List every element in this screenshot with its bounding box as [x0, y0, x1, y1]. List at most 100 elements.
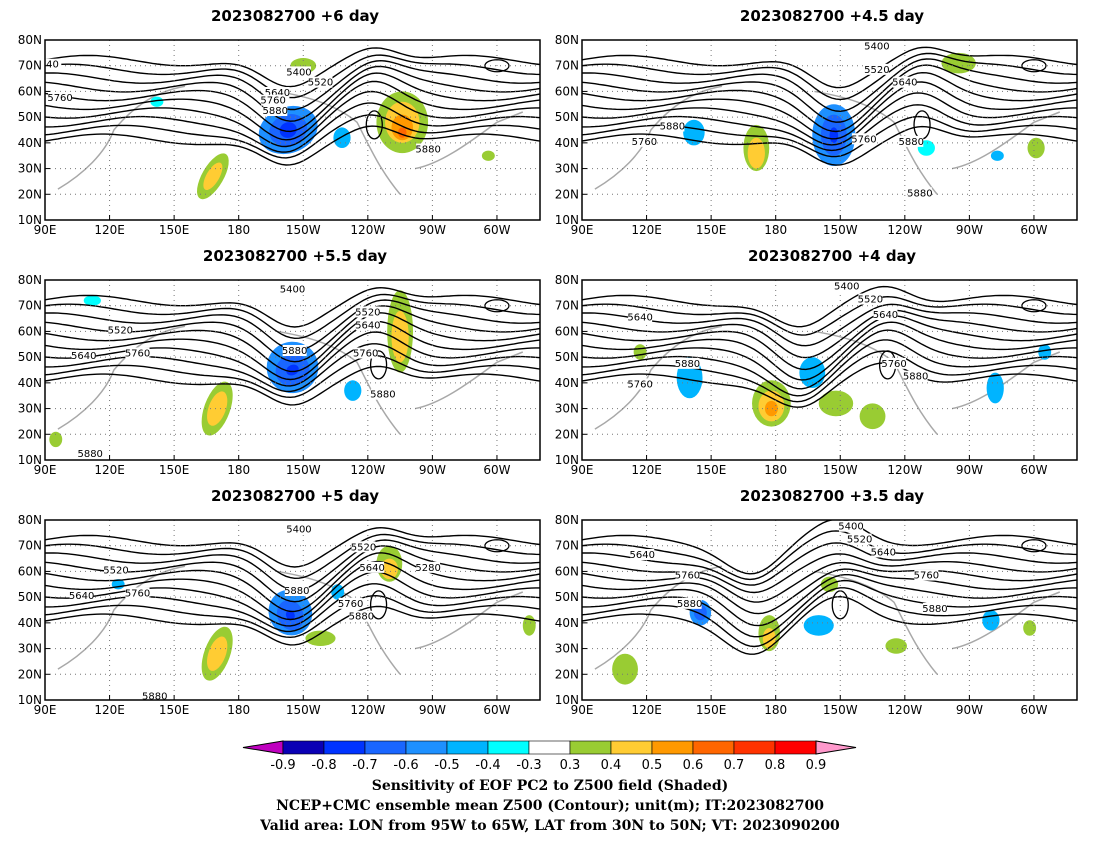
- contour-label-bg: [416, 143, 441, 155]
- lat-tick-label: 40N: [18, 136, 42, 150]
- lat-tick-label: 10N: [555, 453, 579, 467]
- colorbar-box: [323, 740, 366, 755]
- colorbar-label: -0.3: [516, 758, 541, 773]
- contour-label: 5640: [892, 78, 917, 89]
- lon-tick-label: 150W: [286, 463, 321, 477]
- colorbar-box: [651, 740, 694, 755]
- contour-label-bg: [78, 447, 103, 459]
- sensitivity-shading: [859, 403, 886, 430]
- contour-label-bg: [416, 561, 441, 573]
- contour-label: 5880: [899, 137, 924, 148]
- contour-label-bg: [628, 378, 653, 390]
- sensitivity-shading: [391, 310, 409, 363]
- contour-label: 5640: [359, 563, 384, 574]
- map-frame: [44, 39, 541, 221]
- lat-tick-label: 20N: [555, 427, 579, 441]
- lon-tick-label: 150E: [159, 703, 190, 717]
- lat-tick-label: 70N: [18, 59, 42, 73]
- z500-closed-contour: [369, 590, 388, 620]
- lon-tick-label: 120W: [887, 703, 922, 717]
- contour-label: 5640: [69, 591, 94, 602]
- z500-contour: [582, 64, 1077, 123]
- lat-tick-label: 50N: [18, 110, 42, 124]
- z500-contour: [582, 92, 1077, 146]
- sensitivity-shading: [344, 380, 362, 401]
- lon-tick-label: 120W: [887, 223, 922, 237]
- contour-label: 5400: [286, 67, 311, 78]
- contour-label: 5880: [282, 346, 307, 357]
- lat-tick-label: 80N: [18, 33, 42, 47]
- contour-label-bg: [71, 350, 96, 362]
- lat-tick-label: 10N: [555, 693, 579, 707]
- contour-label: 5520: [355, 307, 380, 318]
- colorbar-label: -0.8: [311, 758, 336, 773]
- contour-label: 5400: [280, 284, 305, 295]
- caption-line-2: NCEP+CMC ensemble mean Z500 (Contour); u…: [276, 798, 824, 814]
- z500-contour: [45, 320, 540, 381]
- lat-tick-label: 50N: [18, 350, 42, 364]
- colorbar-label: 0.6: [683, 758, 704, 773]
- lon-tick-label: 180: [227, 223, 250, 237]
- contour-label: 5760: [851, 134, 876, 145]
- lon-tick-label: 90E: [34, 223, 57, 237]
- sensitivity-shading: [285, 610, 295, 621]
- sensitivity-shading: [990, 150, 1004, 161]
- z500-closed-contour: [1021, 299, 1047, 313]
- lon-tick-label: 60W: [483, 463, 510, 477]
- lat-tick-label: 40N: [18, 616, 42, 630]
- z500-contour: [45, 114, 540, 159]
- lat-tick-label: 30N: [18, 162, 42, 176]
- colorbar-arrow-right: [815, 740, 857, 755]
- lon-tick-label: 150W: [286, 223, 321, 237]
- contour-label-bg: [632, 135, 657, 147]
- lat-tick-label: 10N: [18, 693, 42, 707]
- sensitivity-shading: [203, 162, 223, 191]
- panel-title-4: 2023082700 +4 day: [748, 247, 916, 265]
- lat-tick-label: 20N: [18, 187, 42, 201]
- lon-tick-label: 150W: [823, 223, 858, 237]
- map-panel-3: 5400 5520 5520 5640 5640 5760 5880 5760 5880 5880…: [18, 273, 541, 477]
- z500-contour: [582, 574, 1077, 627]
- sensitivity-shading: [83, 295, 101, 306]
- z500-contour: [582, 568, 1077, 615]
- z500-contour: [582, 81, 1077, 140]
- contour-label-bg: [308, 76, 333, 88]
- colorbar-label: -0.6: [393, 758, 418, 773]
- z500-closed-contour: [1021, 539, 1047, 553]
- z500-contour: [582, 362, 1077, 408]
- z500-contour: [45, 47, 540, 88]
- contour-label: 5400: [834, 282, 859, 293]
- contour-label-bg: [858, 293, 883, 305]
- lon-tick-label: 150E: [159, 463, 190, 477]
- contour-label-bg: [847, 533, 872, 545]
- contour-label: 5640: [627, 313, 652, 324]
- contour-label: 5760: [914, 571, 939, 582]
- lat-tick-label: 80N: [555, 33, 579, 47]
- lon-tick-label: 120E: [94, 463, 125, 477]
- colorbar-label: 0.9: [806, 758, 827, 773]
- contour-label-bg: [351, 541, 376, 553]
- lon-tick-label: 150E: [159, 223, 190, 237]
- lon-tick-label: 120E: [631, 223, 662, 237]
- z500-contour: [582, 309, 1077, 359]
- z500-contour: [582, 350, 1077, 403]
- contour-label: 5760: [627, 379, 652, 390]
- contour-label-bg: [355, 306, 380, 318]
- z500-contour: [45, 533, 540, 580]
- contour-label: 5280: [415, 563, 440, 574]
- lat-tick-label: 20N: [555, 187, 579, 201]
- z500-contour: [582, 595, 1077, 655]
- lon-tick-label: 120E: [631, 703, 662, 717]
- z500-contour: [582, 125, 1077, 166]
- contour-label: 5880: [675, 359, 700, 370]
- lon-tick-label: 90E: [34, 703, 57, 717]
- sensitivity-shading: [1027, 137, 1045, 159]
- map-frame: [581, 279, 1078, 461]
- sensitivity-shading: [803, 615, 834, 636]
- lat-tick-label: 10N: [18, 453, 42, 467]
- panel-title-6: 2023082700 +3.5 day: [739, 487, 925, 505]
- z500-closed-contour: [365, 110, 383, 140]
- lat-tick-label: 80N: [555, 513, 579, 527]
- lat-tick-label: 60N: [555, 84, 579, 98]
